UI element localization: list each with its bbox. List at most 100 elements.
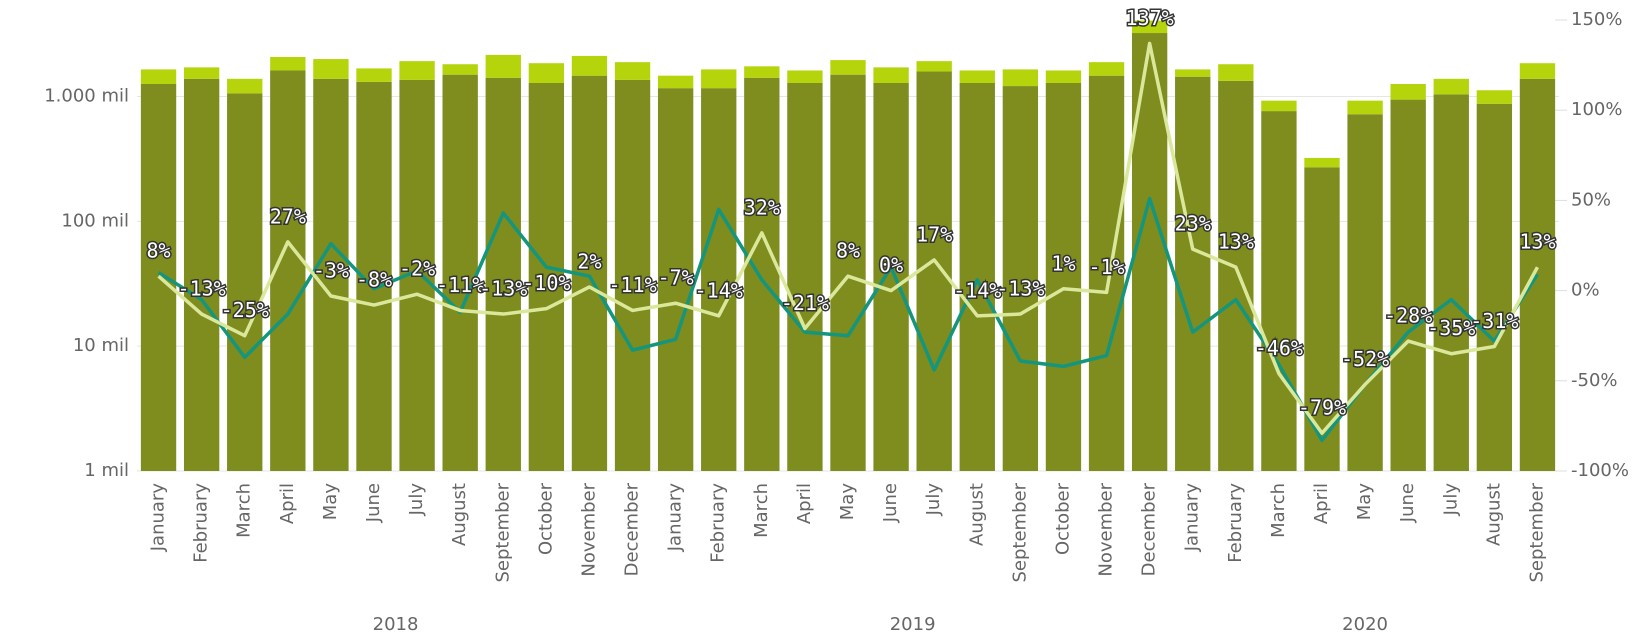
x-tick-label: February (191, 483, 212, 563)
data-label: 1% (1051, 251, 1075, 275)
bar (571, 55, 608, 76)
bar (183, 78, 220, 471)
bar (399, 61, 435, 80)
bar (959, 70, 995, 83)
x-tick-label: November (1096, 482, 1117, 576)
x-tick-label: January (665, 483, 686, 553)
bar (1261, 111, 1297, 471)
bar (528, 82, 565, 471)
x-tick-label: April (277, 483, 298, 524)
data-label: -2% (399, 257, 435, 281)
bar (1045, 82, 1082, 471)
bar (1347, 100, 1383, 115)
x-tick-label: May (837, 483, 858, 521)
data-label: -13% (178, 277, 226, 301)
y-tick-label: 1 mil (84, 460, 129, 481)
bar (1175, 76, 1211, 472)
x-tick-label: November (578, 482, 599, 576)
x-tick-label: March (1268, 483, 1289, 538)
data-label: -7% (658, 266, 694, 290)
data-label: -13% (479, 277, 527, 301)
bar (140, 69, 177, 85)
bar (787, 82, 823, 471)
bar (701, 88, 737, 471)
data-label: 137% (1126, 6, 1174, 30)
data-label: 13% (1519, 230, 1555, 254)
bar (442, 74, 478, 471)
data-label: -11% (608, 273, 656, 297)
y2-tick-label: 150% (1571, 9, 1622, 30)
bar (1088, 62, 1125, 76)
bar (614, 62, 651, 80)
x-tick-label: April (1311, 483, 1332, 524)
x-tick-label: December (622, 482, 643, 576)
data-label: -46% (1255, 336, 1303, 360)
data-label: -21% (781, 291, 829, 315)
data-label: 8% (146, 239, 170, 263)
x-tick-label: September (1526, 482, 1547, 582)
x-tick-label: January (1182, 483, 1203, 553)
data-label: -14% (953, 278, 1001, 302)
x-tick-label: September (1009, 482, 1030, 582)
bar (916, 61, 952, 72)
x-tick-label: June (363, 483, 384, 523)
bar (227, 78, 263, 94)
data-label: 23% (1175, 212, 1211, 236)
bar (959, 82, 995, 471)
bar (787, 70, 823, 83)
x-tick-label: July (1440, 483, 1461, 517)
bar (701, 69, 737, 89)
data-label: -52% (1341, 347, 1389, 371)
y-tick-label: 1.000 mil (44, 85, 129, 106)
data-label: -1% (1088, 255, 1124, 279)
bar (744, 66, 780, 78)
x-tick-label: August (1483, 483, 1504, 546)
y2-tick-label: -100% (1571, 460, 1629, 481)
bar (1433, 94, 1469, 471)
bar (1045, 70, 1082, 83)
data-label: 13% (1218, 230, 1254, 254)
bar (356, 68, 392, 82)
y-tick-label: 100 mil (61, 210, 129, 231)
bar (227, 93, 263, 472)
bar (313, 59, 349, 79)
x-tick-label: October (1052, 482, 1073, 555)
bar (657, 75, 694, 89)
y2-tick-label: -50% (1571, 370, 1618, 391)
bar (614, 79, 651, 471)
x-tick-label: July (923, 483, 944, 517)
data-label: 8% (836, 239, 860, 263)
y2-tick-label: 0% (1571, 280, 1600, 301)
year-label: 2020 (1342, 614, 1388, 635)
bar (1131, 20, 1168, 34)
year-label: 2019 (890, 614, 936, 635)
bar (1476, 103, 1513, 471)
x-tick-label: March (751, 483, 772, 538)
data-label: 27% (270, 204, 306, 228)
data-label: 32% (744, 195, 780, 219)
data-label: -14% (695, 278, 743, 302)
bar (873, 82, 909, 471)
data-label: -25% (221, 298, 269, 322)
data-label: 2% (577, 249, 601, 273)
bar (1433, 78, 1469, 95)
bar (1304, 157, 1340, 168)
y-tick-label: 10 mil (73, 335, 129, 356)
bar (313, 78, 349, 471)
bar (1218, 64, 1254, 81)
bar (442, 64, 478, 75)
x-tick-label: March (234, 483, 255, 538)
x-tick-label: February (1225, 483, 1246, 563)
bar (744, 77, 780, 472)
data-label: 0% (879, 253, 903, 277)
bar (1347, 114, 1383, 471)
x-tick-label: May (320, 483, 341, 521)
bar (1002, 69, 1039, 87)
x-tick-label: February (708, 483, 729, 563)
x-tick-label: October (535, 482, 556, 555)
bar (1175, 69, 1211, 77)
data-label: -79% (1298, 396, 1346, 420)
data-label: -8% (356, 268, 392, 292)
bar (830, 60, 866, 75)
